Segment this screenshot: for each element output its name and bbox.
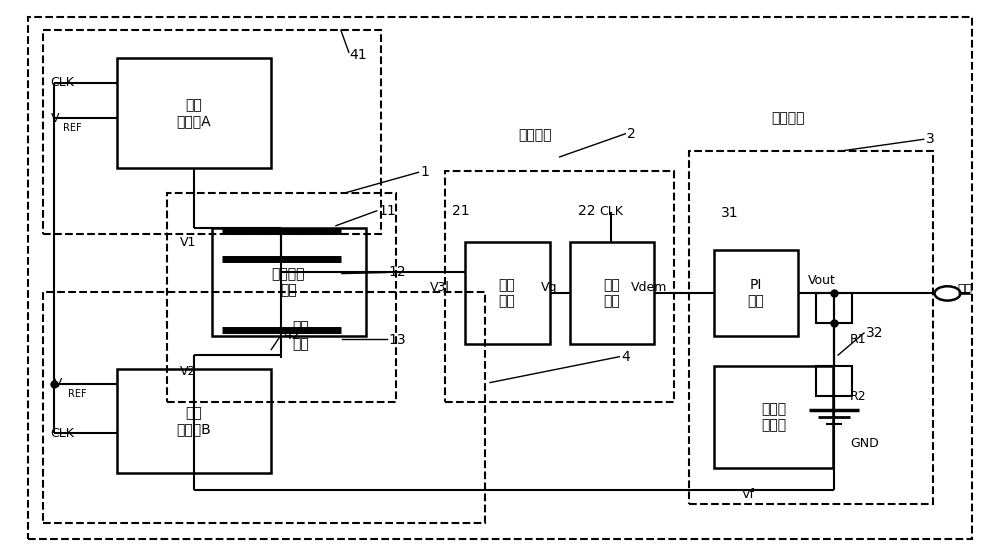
Text: 幅度
调制: 幅度 调制	[293, 321, 309, 351]
Text: 4: 4	[621, 350, 630, 364]
Text: 2: 2	[627, 127, 636, 141]
Text: 42: 42	[283, 327, 301, 342]
Text: -V: -V	[51, 377, 63, 390]
Text: GND: GND	[850, 436, 879, 450]
Text: REF: REF	[63, 123, 82, 133]
Text: Vdem: Vdem	[631, 281, 667, 295]
Text: PI
控制: PI 控制	[747, 279, 764, 309]
Text: Vq: Vq	[541, 281, 558, 295]
Text: R1: R1	[850, 333, 867, 346]
Bar	[117, 369, 271, 473]
Text: 输出增
益控制: 输出增 益控制	[761, 402, 786, 433]
Text: CLK: CLK	[51, 76, 74, 89]
Text: 32: 32	[866, 326, 883, 340]
Bar	[714, 250, 798, 336]
Text: 11: 11	[379, 204, 396, 218]
Text: Vout: Vout	[808, 274, 836, 287]
Text: 1: 1	[420, 165, 429, 180]
Text: 幅度
调制器B: 幅度 调制器B	[176, 406, 211, 436]
Text: V1: V1	[180, 236, 197, 249]
Bar	[570, 242, 654, 344]
Text: V3l: V3l	[430, 281, 450, 295]
Bar	[212, 229, 366, 336]
Bar	[714, 366, 833, 468]
Text: 3: 3	[926, 132, 934, 146]
Text: 21: 21	[452, 204, 470, 218]
Text: REF: REF	[68, 389, 87, 399]
Text: 加速度计
表头: 加速度计 表头	[271, 267, 305, 297]
Text: 反馈控制: 反馈控制	[772, 111, 805, 125]
Text: 电荷检测: 电荷检测	[518, 128, 552, 142]
Text: V: V	[51, 112, 59, 125]
Text: 41: 41	[349, 48, 366, 62]
Bar	[445, 171, 674, 402]
Text: CLK: CLK	[599, 206, 623, 219]
Text: 31: 31	[721, 206, 738, 220]
Text: R2: R2	[850, 390, 867, 403]
Text: Vf: Vf	[742, 488, 755, 501]
Text: 电荷
放大: 电荷 放大	[499, 279, 515, 309]
Text: 幅度
调制器A: 幅度 调制器A	[176, 98, 211, 128]
Text: 相敏
解调: 相敏 解调	[603, 279, 620, 309]
Text: CLK: CLK	[51, 426, 74, 440]
Bar	[117, 58, 271, 168]
Text: 12: 12	[389, 266, 406, 280]
Bar	[43, 292, 485, 523]
Bar	[167, 193, 396, 402]
Text: 输出: 输出	[957, 282, 972, 295]
Bar	[816, 293, 852, 323]
Bar	[465, 242, 550, 344]
Bar	[816, 366, 852, 396]
Text: 22: 22	[578, 204, 595, 218]
Bar	[43, 30, 381, 234]
Bar	[689, 151, 933, 504]
Text: V2: V2	[180, 365, 197, 378]
Text: 13: 13	[389, 332, 406, 346]
